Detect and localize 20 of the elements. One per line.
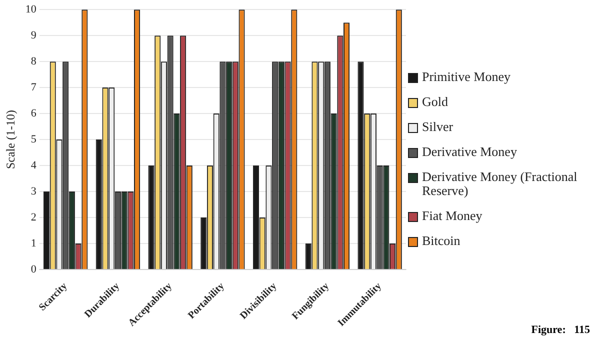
y-axis-title: Scale (1-10)	[3, 110, 18, 170]
legend-label: Primitive Money	[422, 69, 510, 84]
y-tick-label: 9	[30, 29, 37, 42]
legend-label: Derivative Money (Fractional Reserve)	[422, 169, 578, 198]
legend-label: Gold	[422, 94, 448, 109]
text: Figure: 115	[531, 324, 590, 336]
y-tick-label: 4	[30, 159, 37, 172]
y-tick-label: 7	[30, 81, 37, 94]
legend-label: Bitcoin	[422, 233, 460, 248]
y-tick-label: 8	[30, 55, 37, 68]
y-tick-label: 10	[25, 3, 37, 16]
legend-label: Silver	[422, 119, 454, 134]
y-tick-label: 1	[30, 237, 36, 250]
legend-label: Derivative Money	[422, 144, 517, 159]
legend-label: Fiat Money	[422, 208, 482, 223]
y-tick-label: 3	[30, 185, 37, 198]
y-tick-label: 5	[30, 133, 37, 146]
y-tick-label: 6	[30, 107, 37, 120]
y-tick-label: 2	[30, 211, 36, 224]
y-tick-label: 0	[30, 263, 37, 276]
